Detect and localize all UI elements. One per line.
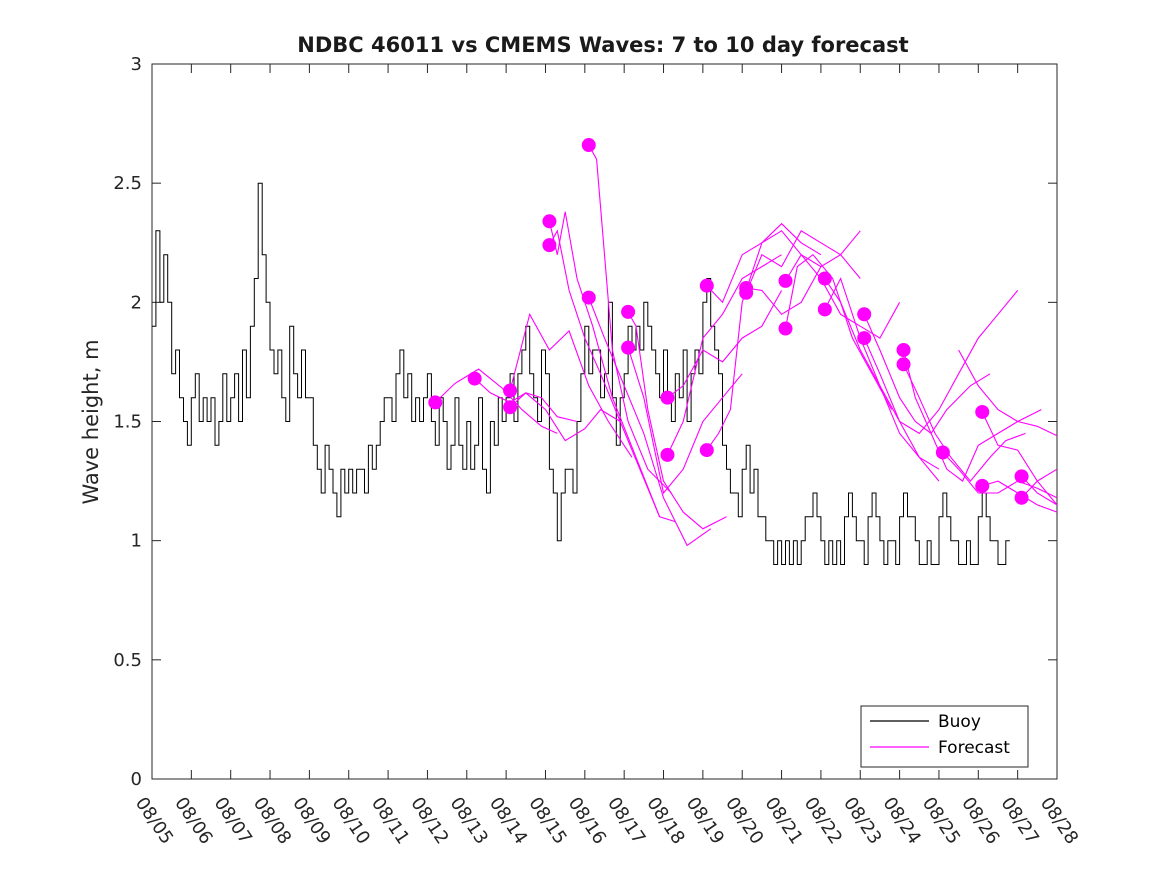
forecast-series-line (958, 349, 1058, 437)
y-tick-label: 2.5 (113, 173, 142, 194)
forecast-series-line (902, 349, 1042, 482)
y-axis-label: Wave height, m (79, 339, 103, 504)
legend: Buoy Forecast (860, 705, 1029, 768)
forecast-series-line (746, 253, 861, 316)
forecast-start-marker (699, 443, 714, 458)
forecast-series-line (1021, 468, 1058, 499)
forecast-start-marker (857, 307, 872, 322)
forecast-series-line (667, 254, 782, 456)
y-tick-label: 1 (131, 531, 142, 552)
forecast-start-marker (1014, 469, 1029, 484)
forecast-start-marker (503, 383, 518, 398)
forecast-start-marker (896, 357, 911, 372)
forecast-start-marker (778, 273, 793, 288)
forecast-start-marker (699, 278, 714, 293)
legend-box (860, 705, 1029, 768)
forecast-start-marker (817, 271, 832, 286)
forecast-start-marker (467, 371, 482, 386)
y-tick-label: 2 (131, 292, 142, 313)
forecast-series-line (1021, 475, 1058, 506)
y-tick-label: 0.5 (113, 650, 142, 671)
forecast-series-line (509, 312, 633, 458)
legend-buoy-label: Buoy (938, 712, 981, 732)
forecast-start-marker (581, 138, 596, 153)
forecast-start-marker (542, 238, 557, 253)
forecast-start-marker (817, 302, 832, 317)
forecast-start-marker (621, 340, 636, 355)
forecast-series-line (627, 347, 743, 495)
forecast-series-line (588, 297, 712, 547)
forecast-start-marker (935, 445, 950, 460)
forecast-start-marker (857, 331, 872, 346)
forecast-start-marker (503, 400, 518, 415)
forecast-series-line (942, 452, 1058, 499)
forecast-series-line (863, 290, 1019, 435)
forecast-series-line (548, 211, 676, 523)
forecast-start-marker (660, 447, 675, 462)
forecast-series-line (667, 290, 783, 399)
forecast-start-marker (896, 343, 911, 357)
buoy-series-line (152, 182, 1010, 565)
forecast-start-marker (975, 478, 990, 493)
forecast-series-line (548, 229, 661, 518)
forecast-start-marker (739, 281, 754, 296)
forecast-series-line (863, 314, 991, 435)
legend-forecast-label: Forecast (938, 738, 1010, 758)
forecast-start-marker (581, 290, 596, 305)
forecast-series-line (706, 222, 822, 451)
chart-title: NDBC 46011 vs CMEMS Waves: 7 to 10 day f… (297, 33, 908, 57)
forecast-series-line (784, 253, 893, 410)
forecast-series-line (981, 411, 1058, 506)
forecast-series-line (434, 368, 558, 434)
forecast-start-marker (621, 304, 636, 319)
forecast-start-marker (1014, 490, 1029, 505)
forecast-start-marker (975, 404, 990, 419)
forecast-series-line (509, 392, 621, 442)
forecast-start-marker (542, 214, 557, 229)
y-tick-label: 3 (131, 54, 142, 75)
forecast-start-marker (428, 395, 443, 410)
forecast-start-marker (660, 390, 675, 405)
forecast-series-line (824, 277, 940, 470)
forecast-series-line (903, 364, 1026, 482)
forecast-start-marker (778, 321, 793, 336)
forecast-series-line (588, 144, 672, 494)
forecast-series-line (785, 253, 901, 339)
y-tick-label: 1.5 (113, 412, 142, 433)
forecast-series-line (627, 311, 727, 530)
y-tick-label: 0 (131, 769, 142, 790)
